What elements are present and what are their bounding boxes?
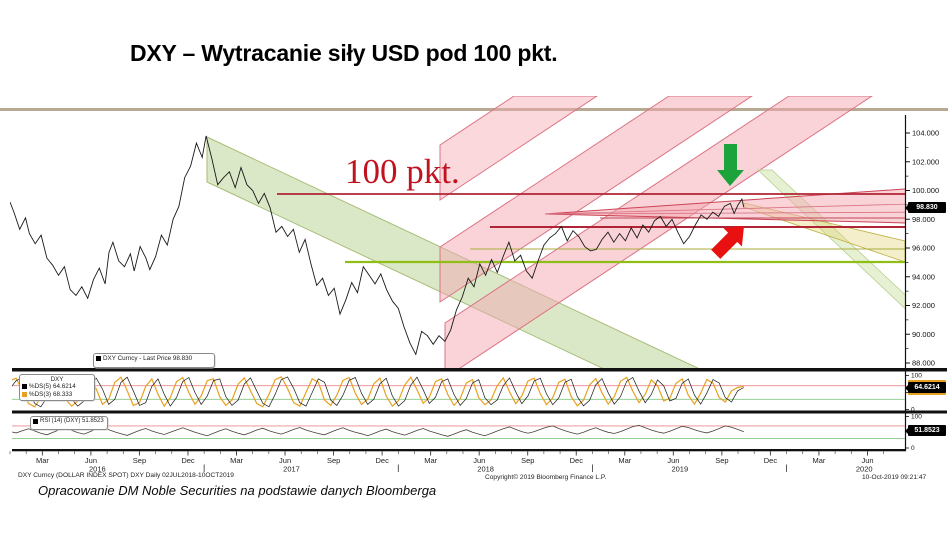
wedge-inner-line-1 [544, 203, 906, 215]
rsi-legend-label: RSI (14) (DXY) 51.8523 [40, 418, 104, 424]
svg-text:100.000: 100.000 [912, 186, 939, 195]
osc-d-label: %DS(3) [29, 390, 52, 398]
svg-text:Jun: Jun [279, 456, 291, 465]
price-legend-label: DXY Curncy - Last Price 98.830 [103, 355, 193, 362]
title-divider-rule [0, 108, 948, 111]
svg-text:94.000: 94.000 [912, 272, 935, 281]
svg-text:Mar: Mar [230, 456, 243, 465]
svg-text:Mar: Mar [424, 456, 437, 465]
svg-text:2019: 2019 [671, 465, 688, 474]
x-axis: Mar Jun Sep Dec Mar Jun Sep Dec Mar Jun Sep Dec Mar J… [9, 451, 884, 474]
rsi-y-axis: 100 0 [905, 414, 922, 452]
svg-text:2016: 2016 [89, 465, 106, 474]
pink-uptrend-band-2 [439, 96, 753, 303]
svg-text:Jun: Jun [85, 456, 97, 465]
svg-text:Sep: Sep [327, 456, 340, 465]
green-down-arrow [717, 144, 744, 186]
panel-frame [12, 115, 947, 452]
footer-credit: Opracowanie DM Noble Securities na podst… [38, 483, 437, 498]
svg-text:Sep: Sep [133, 456, 146, 465]
svg-text:2020: 2020 [856, 465, 873, 474]
svg-text:90.000: 90.000 [912, 330, 935, 339]
svg-text:88.000: 88.000 [912, 359, 935, 368]
osc-d-swatch [22, 392, 27, 398]
svg-text:102.000: 102.000 [912, 157, 939, 166]
osc-k-value: 64.6214 [53, 383, 76, 390]
svg-text:Jun: Jun [473, 456, 485, 465]
page-title: DXY – Wytracanie siły USD pod 100 pkt. [130, 40, 558, 66]
osc-k-badge: 64.6214 [908, 382, 946, 393]
svg-text:Dec: Dec [570, 456, 584, 465]
svg-text:100: 100 [911, 373, 922, 380]
svg-text:98.000: 98.000 [912, 215, 935, 224]
svg-text:Jun: Jun [861, 456, 873, 465]
svg-text:100: 100 [911, 414, 922, 421]
price-line [10, 135, 745, 356]
oscillator-panel [12, 376, 905, 408]
price-legend: DXY Curncy - Last Price 98.830 [93, 353, 215, 368]
green-downtrend-channel [206, 136, 699, 368]
svg-text:Mar: Mar [618, 456, 631, 465]
footer-copyright: Copyright© 2019 Bloomberg Finance L.P. [485, 474, 607, 481]
rsi-legend: RSI (14) (DXY) 51.8523 [30, 416, 108, 430]
annotation-100pkt: 100 pkt. [345, 152, 460, 191]
last-price-badge: 98.830 [908, 202, 946, 213]
price-overlays [206, 96, 906, 368]
oscillator-line-d [12, 376, 744, 408]
pink-uptrend-band-3 [444, 96, 873, 368]
svg-text:Sep: Sep [521, 456, 534, 465]
rsi-legend-swatch [33, 419, 38, 425]
svg-text:2018: 2018 [477, 465, 494, 474]
arrow-annotations [711, 144, 744, 259]
rsi-panel [12, 424, 905, 439]
svg-text:Dec: Dec [181, 456, 195, 465]
svg-text:0: 0 [911, 445, 915, 452]
footer-source-line: DXY Curncy (DOLLAR INDEX SPOT) DXY Daily… [18, 472, 234, 479]
red-up-right-arrow [711, 226, 744, 259]
svg-text:Dec: Dec [375, 456, 389, 465]
svg-text:Jun: Jun [667, 456, 679, 465]
oscillator-line-k [12, 376, 744, 408]
oscillator-legend: DXY %DS(5) 64.6214 %DS(3) 68.333 [19, 374, 95, 401]
svg-text:Dec: Dec [764, 456, 778, 465]
svg-text:92.000: 92.000 [912, 301, 935, 310]
price-series [10, 135, 745, 356]
price-legend-swatch [96, 356, 101, 362]
osc-k-label: %DS(5) [29, 383, 52, 390]
rsi-badge: 51.8523 [908, 425, 946, 436]
wedge-inner-line-2 [544, 211, 906, 215]
pink-uptrend-band-1 [439, 96, 598, 201]
svg-text:2017: 2017 [283, 465, 300, 474]
oscillator-legend-title: DXY [50, 376, 64, 383]
osc-k-swatch [22, 384, 27, 390]
rsi-line [12, 424, 744, 437]
price-y-axis: 88.000 90.000 92.000 94.000 96.000 98.000 100.… [905, 129, 939, 368]
osc-d-value: 68.333 [53, 390, 73, 398]
footer-timestamp: 10-Oct-2019 09:21:47 [862, 474, 927, 481]
svg-text:104.000: 104.000 [912, 129, 939, 138]
svg-text:Sep: Sep [715, 456, 728, 465]
svg-text:96.000: 96.000 [912, 244, 935, 253]
svg-text:Mar: Mar [813, 456, 826, 465]
svg-text:0: 0 [911, 407, 915, 414]
svg-text:Mar: Mar [36, 456, 49, 465]
